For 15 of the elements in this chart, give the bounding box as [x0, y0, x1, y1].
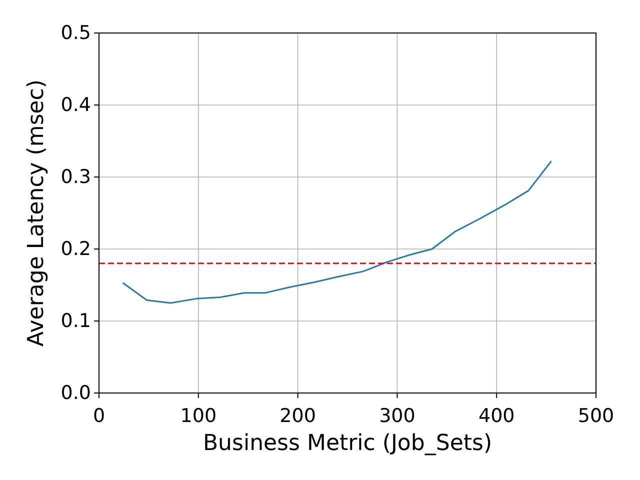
x-tick-label: 100	[180, 404, 217, 427]
y-tick-label: 0.1	[60, 310, 91, 332]
y-axis-title: Average Latency (msec)	[24, 80, 49, 346]
x-tick-label: 500	[578, 404, 614, 427]
y-tick-label: 0.2	[60, 238, 91, 260]
y-tick-label: 0.3	[60, 166, 91, 188]
x-tick-label: 0	[92, 404, 106, 427]
y-tick-label: 0.0	[60, 382, 91, 404]
x-axis-title: Business Metric (Job_Sets)	[202, 431, 492, 456]
x-tick-label: 200	[280, 404, 316, 427]
y-tick-label: 0.5	[60, 22, 91, 44]
x-tick-label: 400	[478, 404, 515, 427]
x-tick-label: 300	[379, 404, 416, 427]
y-tick-label: 0.4	[60, 94, 91, 116]
line-series	[122, 160, 552, 304]
